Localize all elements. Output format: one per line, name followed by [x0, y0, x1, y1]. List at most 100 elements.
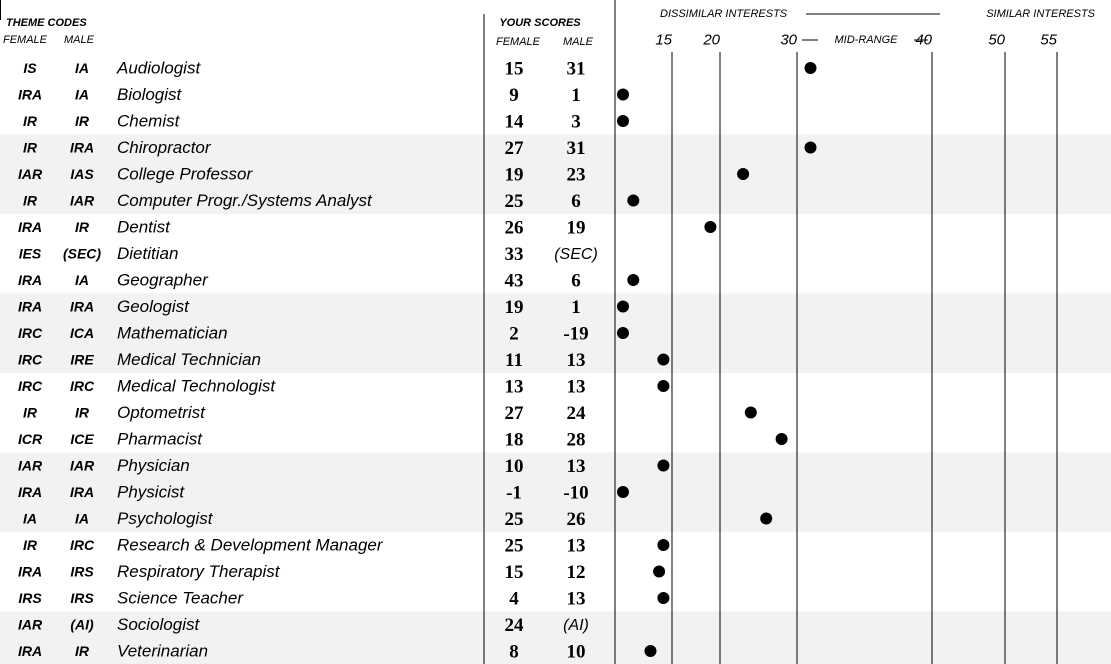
female-score: 14	[505, 112, 525, 133]
occupation: Dentist	[117, 218, 171, 237]
female-score: 2	[509, 324, 519, 345]
male-score: (AI)	[563, 617, 589, 634]
female-code: IRA	[18, 643, 42, 659]
score-dot	[804, 62, 817, 74]
occupation: Optometrist	[117, 403, 206, 422]
male-code: IRS	[70, 590, 94, 606]
male-score: 13	[567, 536, 586, 557]
score-dot	[653, 565, 666, 578]
female-code: IRA	[18, 272, 42, 288]
occupation: Science Teacher	[117, 589, 244, 608]
female-code: IAR	[18, 617, 43, 633]
score-dot	[704, 221, 717, 233]
row-shade	[0, 187, 1111, 214]
score-dot	[657, 592, 670, 604]
occupation: Audiologist	[116, 59, 201, 78]
female-code: IRS	[18, 590, 42, 606]
female-code: IRA	[18, 564, 42, 580]
occupation: College Professor	[117, 165, 253, 184]
female-code: IS	[23, 60, 37, 76]
scale-tick-label: 55	[1040, 32, 1057, 49]
male-score: 10	[567, 642, 586, 663]
row-shade	[0, 320, 1111, 347]
row-shade	[0, 505, 1111, 532]
theme-male-header: MALE	[64, 34, 95, 46]
score-dot	[737, 168, 750, 180]
male-code: (SEC)	[63, 246, 101, 262]
female-score: 19	[505, 165, 524, 186]
male-score: 19	[567, 218, 586, 239]
score-dot	[760, 512, 773, 525]
male-code: IRA	[70, 484, 94, 500]
row-shade	[0, 293, 1111, 320]
occupation: Sociologist	[117, 615, 200, 634]
male-score: -10	[563, 483, 588, 504]
male-code: IR	[75, 643, 90, 659]
occupation: Geographer	[117, 271, 209, 290]
male-code: IAS	[70, 166, 94, 182]
score-dot	[617, 115, 629, 127]
score-dot	[617, 327, 629, 339]
female-code: IRC	[18, 325, 43, 341]
male-code: IR	[75, 113, 90, 129]
occupation: Chiropractor	[117, 138, 212, 157]
male-code: IAR	[70, 458, 95, 474]
score-dot	[627, 194, 640, 207]
male-score: 6	[571, 191, 581, 212]
female-score: 15	[505, 562, 524, 583]
female-score: 43	[505, 271, 524, 292]
female-score: 8	[509, 642, 519, 663]
female-score: 19	[505, 297, 524, 318]
male-score: 23	[567, 165, 586, 186]
row-shade	[0, 479, 1111, 506]
female-score: -1	[506, 483, 522, 504]
male-score: 24	[567, 403, 587, 424]
occupation: Chemist	[117, 112, 181, 131]
dissimilar-label: DISSIMILAR INTERESTS	[660, 8, 788, 20]
theme-codes-header: THEME CODES	[6, 17, 87, 29]
score-dot	[617, 88, 629, 101]
score-dot	[775, 433, 788, 445]
male-code: ICA	[70, 325, 94, 341]
score-dot	[804, 141, 817, 154]
male-score: 28	[567, 430, 586, 451]
male-code: IRE	[70, 352, 94, 368]
occupation: Research & Development Manager	[117, 536, 384, 555]
female-code: IES	[19, 246, 42, 262]
male-code: IAR	[70, 193, 95, 209]
female-code: IRA	[18, 299, 42, 315]
male-score: 3	[571, 112, 581, 133]
row-shade	[0, 346, 1111, 373]
female-code: IA	[23, 511, 37, 527]
female-score: 27	[505, 138, 525, 159]
female-score: 4	[509, 589, 519, 610]
score-female-header: FEMALE	[496, 36, 541, 48]
similar-label: SIMILAR INTERESTS	[986, 8, 1095, 20]
male-score: (SEC)	[554, 246, 598, 263]
score-dot	[657, 539, 670, 551]
male-code: IRA	[70, 299, 94, 315]
male-code: IA	[75, 272, 89, 288]
scale-tick-label: 40	[915, 32, 932, 49]
male-score: -19	[563, 324, 588, 345]
score-dot	[657, 380, 670, 392]
male-score: 31	[567, 59, 586, 80]
female-code: IRA	[18, 484, 42, 500]
female-code: IRA	[18, 219, 42, 235]
male-code: IA	[75, 511, 89, 527]
row-shade	[0, 638, 1111, 664]
female-code: IR	[23, 537, 38, 553]
score-dot	[627, 274, 640, 286]
male-code: IR	[75, 405, 90, 421]
male-score: 13	[567, 589, 586, 610]
female-code: IAR	[18, 166, 43, 182]
occupation: Physicist	[117, 483, 185, 502]
male-score: 26	[567, 509, 586, 530]
female-code: IAR	[18, 458, 43, 474]
scale-tick-label: 50	[988, 32, 1005, 49]
male-code: IRS	[70, 564, 94, 580]
occupation: Mathematician	[117, 324, 228, 343]
female-code: IR	[23, 405, 38, 421]
row-shade	[0, 161, 1111, 188]
